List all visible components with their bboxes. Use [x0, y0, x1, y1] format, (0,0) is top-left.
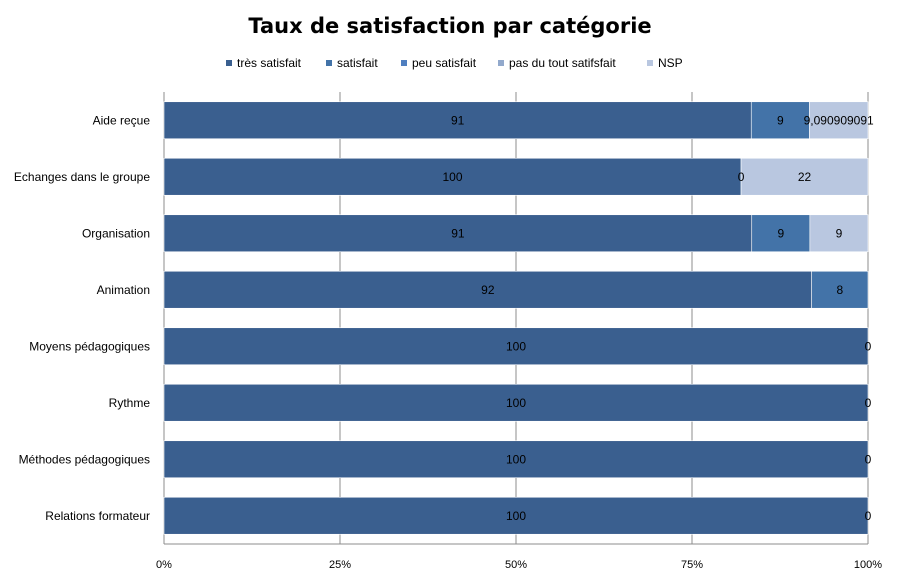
legend-swatch-nsp	[647, 60, 653, 66]
x-tick-label: 50%	[505, 559, 527, 571]
legend-label-pas-du-tout-satifsfait: pas du tout satifsfait	[509, 56, 616, 70]
data-label-aide-recue-satisfait: 9	[777, 113, 784, 127]
bar-moyens-pedagogiques-tres-satisfait	[163, 327, 869, 366]
data-label-aide-recue-tres-satisfait: 91	[451, 113, 465, 127]
data-label-echanges-dans-le-groupe-nsp: 22	[798, 170, 812, 184]
bar-organisation-nsp	[809, 214, 869, 253]
category-label-moyens-pedagogiques: Moyens pédagogiques	[29, 339, 150, 353]
x-tick-label: 75%	[681, 559, 703, 571]
bar-echanges-dans-le-groupe-nsp	[740, 157, 869, 196]
category-label-animation: Animation	[97, 283, 150, 297]
data-label-animation-tres-satisfait: 92	[481, 283, 495, 297]
bar-echanges-dans-le-groupe-tres-satisfait	[163, 157, 742, 196]
data-label-relations-formateur-satisfait: 0	[865, 509, 872, 523]
category-label-aide-recue: Aide reçue	[93, 113, 151, 127]
legend-label-tres-satisfait: très satisfait	[237, 56, 302, 70]
legend-label-nsp: NSP	[658, 56, 683, 70]
data-label-rythme-tres-satisfait: 100	[506, 396, 526, 410]
data-label-relations-formateur-tres-satisfait: 100	[506, 509, 526, 523]
category-label-organisation: Organisation	[82, 226, 150, 240]
bars	[163, 101, 869, 535]
legend-swatch-pas-du-tout-satifsfait	[498, 60, 504, 66]
bar-aide-recue-nsp	[809, 101, 869, 140]
bar-animation-tres-satisfait	[163, 270, 812, 309]
legend-swatch-tres-satisfait	[226, 60, 232, 66]
bar-aide-recue-tres-satisfait	[163, 101, 752, 140]
data-label-echanges-dans-le-groupe-tres-satisfait: 100	[443, 170, 463, 184]
category-label-relations-formateur: Relations formateur	[45, 509, 150, 523]
legend-swatch-peu-satisfait	[401, 60, 407, 66]
data-label-moyens-pedagogiques-tres-satisfait: 100	[506, 339, 526, 353]
data-label-organisation-satisfait: 9	[777, 226, 784, 240]
data-label-animation-satisfait: 8	[836, 283, 843, 297]
category-labels: Aide reçue Echanges dans le groupe Organis…	[14, 113, 150, 523]
data-label-organisation-nsp: 9	[836, 226, 843, 240]
legend-label-satisfait: satisfait	[337, 56, 378, 70]
data-label-methodes-pedagogiques-tres-satisfait: 100	[506, 452, 526, 466]
x-tick-label: 25%	[329, 559, 351, 571]
x-tick-label: 100%	[854, 559, 882, 571]
data-label-echanges-dans-le-groupe-satisfait: 0	[738, 170, 745, 184]
bar-methodes-pedagogiques-tres-satisfait	[163, 440, 869, 479]
bar-rythme-tres-satisfait	[163, 383, 869, 422]
x-tick-label: 0%	[156, 559, 172, 571]
data-label-rythme-satisfait: 0	[865, 396, 872, 410]
category-label-methodes-pedagogiques: Méthodes pédagogiques	[19, 452, 150, 466]
legend-label-peu-satisfait: peu satisfait	[412, 56, 477, 70]
data-label-aide-recue-nsp: 9,090909091	[804, 113, 874, 127]
bar-organisation-satisfait	[751, 214, 811, 253]
x-axis-ticks: 0% 25% 50% 75% 100%	[156, 559, 882, 571]
bar-organisation-tres-satisfait	[163, 214, 753, 253]
legend-swatch-satisfait	[326, 60, 332, 66]
chart-title: Taux de satisfaction par catégorie	[248, 14, 651, 38]
data-label-moyens-pedagogiques-satisfait: 0	[865, 339, 872, 353]
data-labels: 91 9 9,090909091 100 0 22 91 9 9 92 8 100 0 100 0 100 0 1…	[443, 113, 875, 523]
bar-relations-formateur-tres-satisfait	[163, 496, 869, 535]
data-label-methodes-pedagogiques-satisfait: 0	[865, 452, 872, 466]
legend: très satisfait satisfait peu satisfait pas …	[226, 56, 683, 70]
data-label-organisation-tres-satisfait: 91	[451, 226, 465, 240]
bar-animation-satisfait	[811, 270, 869, 309]
category-label-rythme: Rythme	[109, 396, 151, 410]
category-label-echanges-dans-le-groupe: Echanges dans le groupe	[14, 170, 150, 184]
